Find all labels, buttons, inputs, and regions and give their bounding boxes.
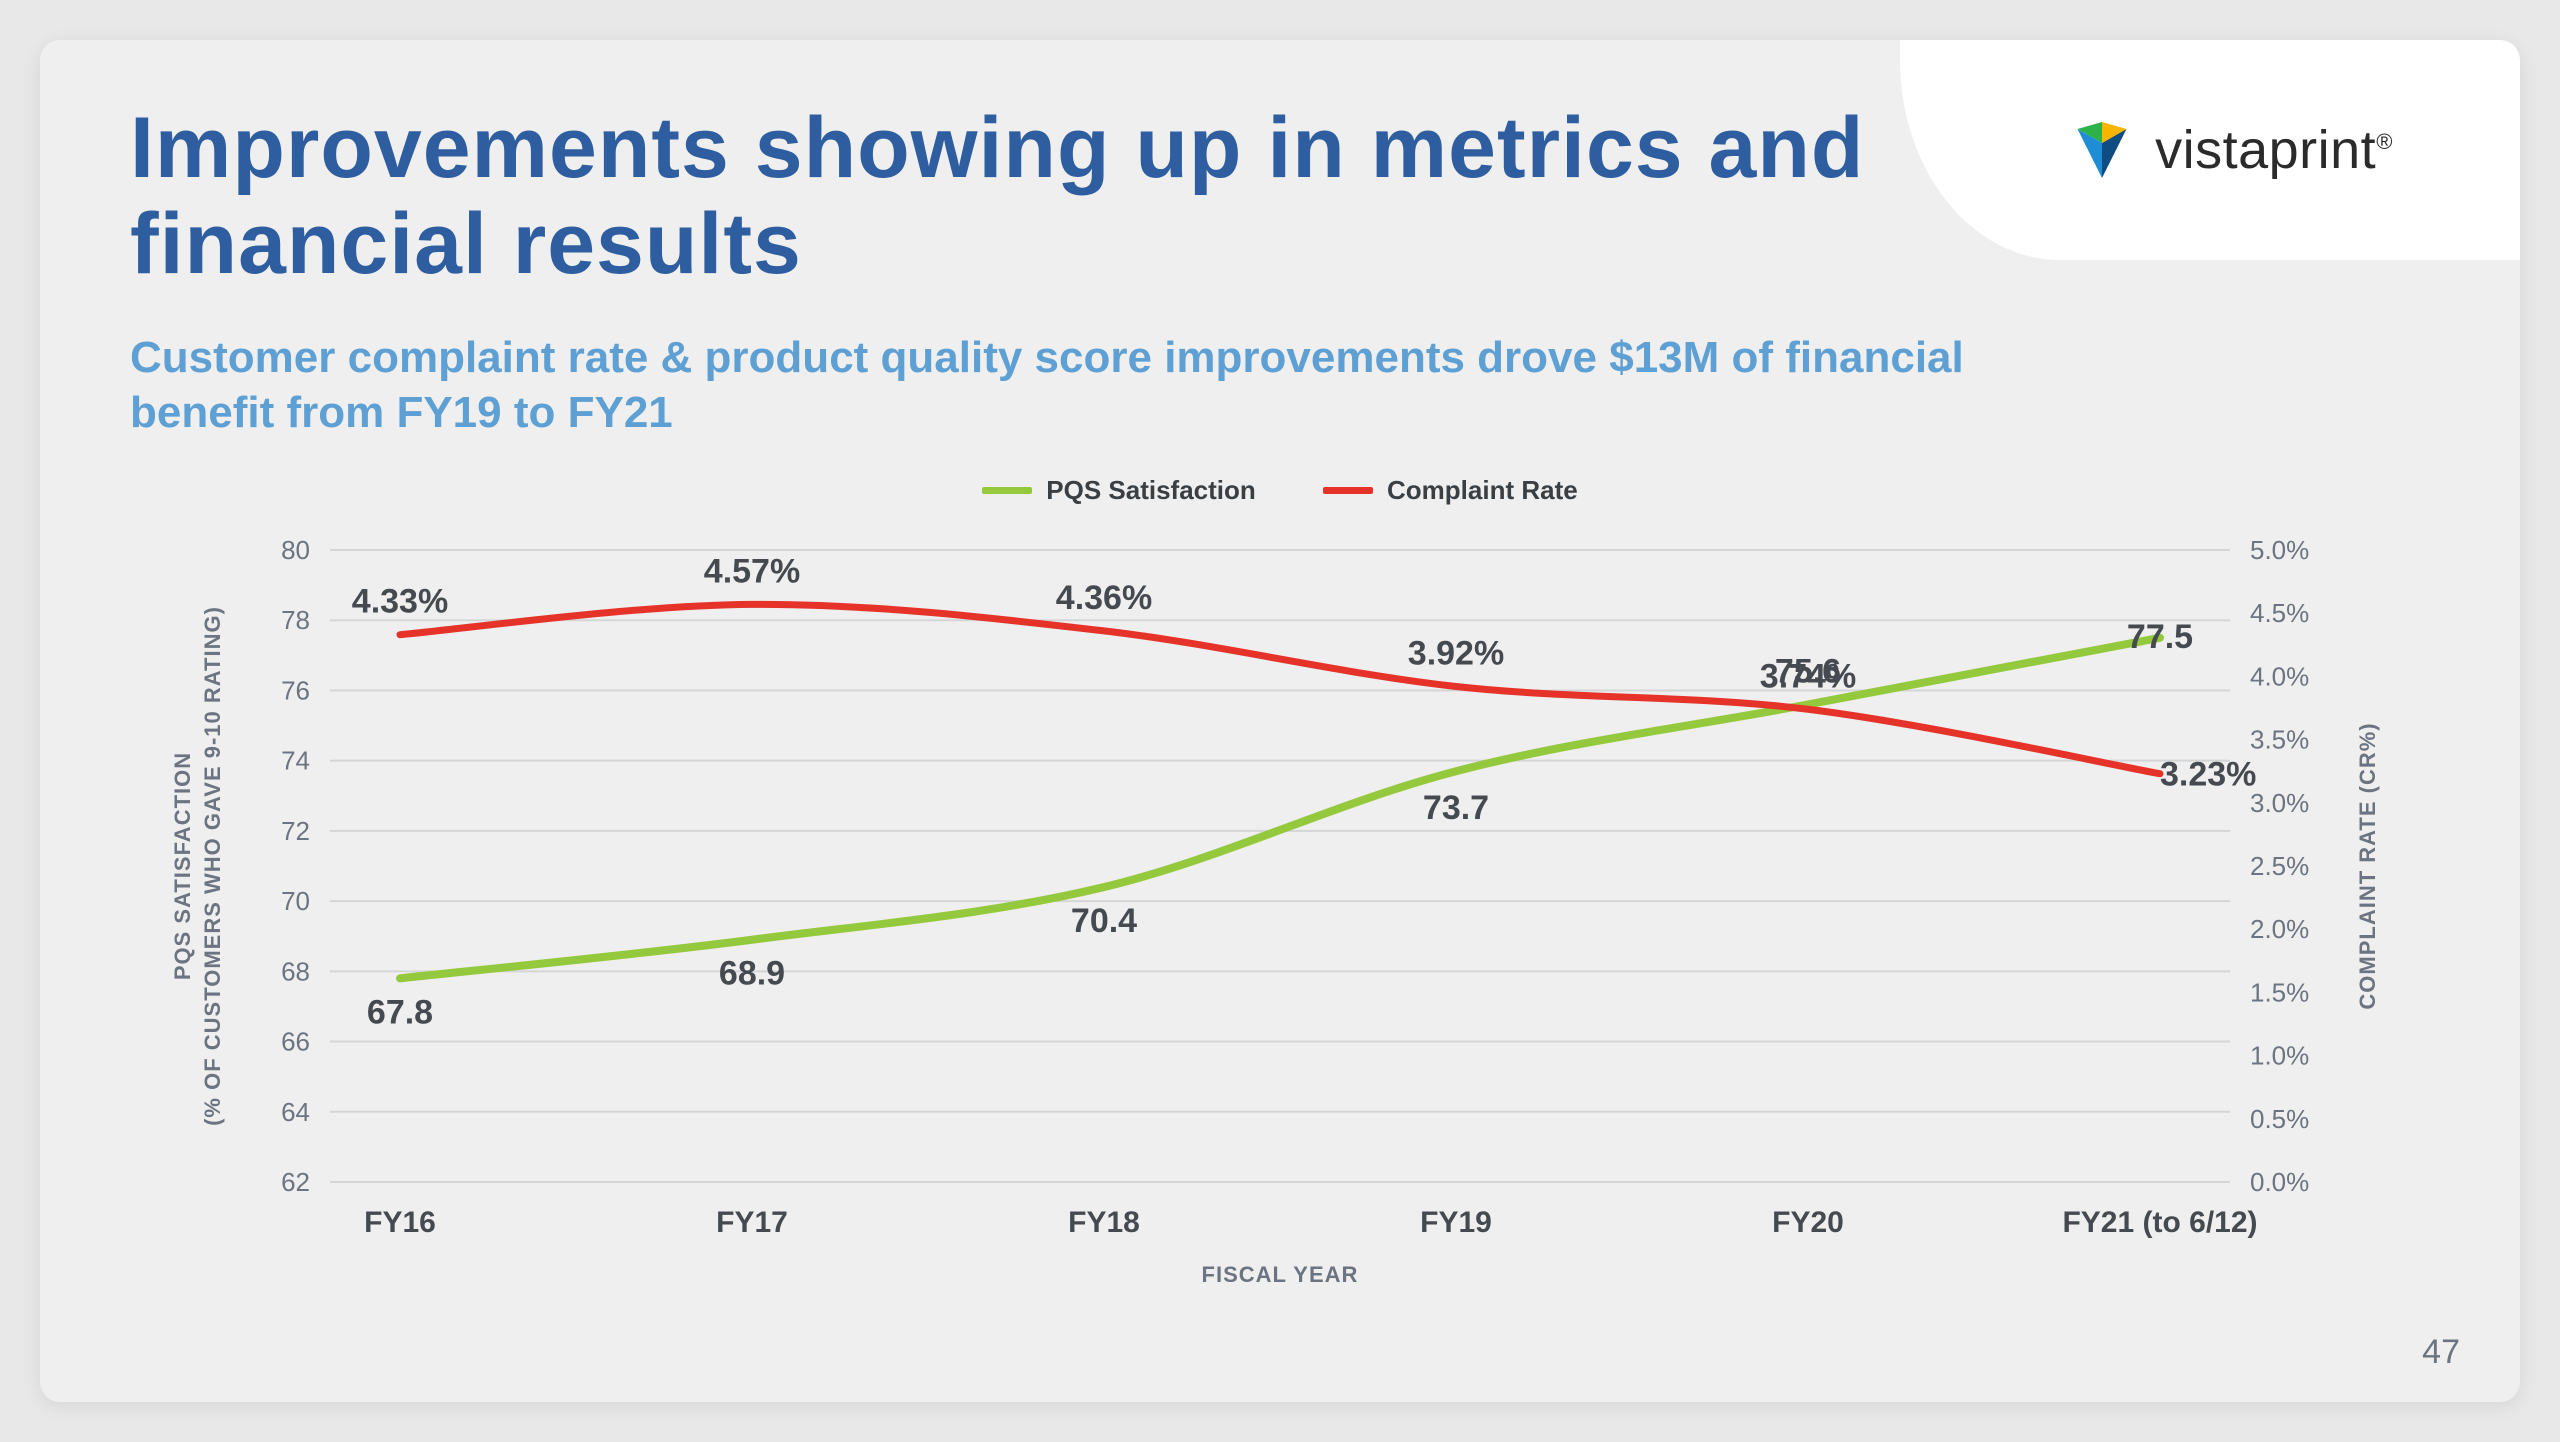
svg-text:0.5%: 0.5% bbox=[2250, 1104, 2309, 1134]
svg-text:3.92%: 3.92% bbox=[1408, 635, 1504, 673]
svg-text:62: 62 bbox=[281, 1167, 310, 1197]
legend-item-pqs: PQS Satisfaction bbox=[982, 475, 1256, 506]
svg-text:2.0%: 2.0% bbox=[2250, 914, 2309, 944]
legend-item-complaint: Complaint Rate bbox=[1323, 475, 1578, 506]
svg-text:78: 78 bbox=[281, 605, 310, 635]
line-chart: 62 64 66 68 70 72 74 76 78 80 0.0% 0.5% 1.0% 1.5% 2.0%… bbox=[160, 520, 2400, 1302]
svg-text:68.9: 68.9 bbox=[719, 955, 785, 993]
svg-text:70.4: 70.4 bbox=[1071, 902, 1137, 940]
chart-legend: PQS Satisfaction Complaint Rate bbox=[160, 470, 2400, 506]
slide-card: Improvements showing up in metrics and f… bbox=[40, 40, 2520, 1402]
chart-container: PQS Satisfaction Complaint Rate 62 64 66 68… bbox=[160, 470, 2400, 1302]
brand-mark-icon bbox=[2067, 115, 2137, 185]
svg-text:FY16: FY16 bbox=[364, 1206, 436, 1239]
svg-text:FY20: FY20 bbox=[1772, 1206, 1844, 1239]
slide-title: Improvements showing up in metrics and f… bbox=[130, 100, 2030, 293]
svg-text:64: 64 bbox=[281, 1097, 310, 1127]
svg-text:3.74%: 3.74% bbox=[1760, 657, 1856, 695]
brand-name: vistaprint® bbox=[2155, 119, 2393, 181]
svg-text:FISCAL YEAR: FISCAL YEAR bbox=[1202, 1262, 1359, 1287]
svg-text:1.0%: 1.0% bbox=[2250, 1041, 2309, 1071]
svg-text:1.5%: 1.5% bbox=[2250, 977, 2309, 1007]
svg-text:PQS SATISFACTION: PQS SATISFACTION bbox=[170, 752, 195, 980]
legend-swatch-icon bbox=[1323, 487, 1373, 494]
svg-text:0.0%: 0.0% bbox=[2250, 1167, 2309, 1197]
svg-text:FY18: FY18 bbox=[1068, 1206, 1140, 1239]
slide-subtitle: Customer complaint rate & product qualit… bbox=[130, 330, 2030, 440]
svg-text:FY19: FY19 bbox=[1420, 1206, 1492, 1239]
svg-text:70: 70 bbox=[281, 886, 310, 916]
svg-text:5.0%: 5.0% bbox=[2250, 535, 2309, 565]
svg-text:4.5%: 4.5% bbox=[2250, 598, 2309, 628]
svg-text:3.23%: 3.23% bbox=[2160, 756, 2256, 794]
svg-text:3.5%: 3.5% bbox=[2250, 725, 2309, 755]
svg-text:68: 68 bbox=[281, 956, 310, 986]
svg-text:4.33%: 4.33% bbox=[352, 583, 448, 621]
svg-text:4.36%: 4.36% bbox=[1056, 579, 1152, 617]
legend-label: Complaint Rate bbox=[1387, 475, 1578, 506]
svg-text:76: 76 bbox=[281, 675, 310, 705]
svg-text:4.57%: 4.57% bbox=[704, 552, 800, 590]
svg-text:77.5: 77.5 bbox=[2127, 618, 2193, 656]
svg-text:4.0%: 4.0% bbox=[2250, 661, 2309, 691]
svg-text:80: 80 bbox=[281, 535, 310, 565]
svg-text:(% OF CUSTOMERS WHO GAVE 9-10: (% OF CUSTOMERS WHO GAVE 9-10 RATING) bbox=[200, 606, 225, 1126]
legend-label: PQS Satisfaction bbox=[1046, 475, 1256, 506]
legend-swatch-icon bbox=[982, 487, 1032, 494]
svg-text:3.0%: 3.0% bbox=[2250, 788, 2309, 818]
svg-text:74: 74 bbox=[281, 746, 310, 776]
svg-text:67.8: 67.8 bbox=[367, 993, 433, 1031]
svg-text:FY17: FY17 bbox=[716, 1206, 788, 1239]
svg-text:COMPLAINT RATE (CR%): COMPLAINT RATE (CR%) bbox=[2355, 722, 2380, 1009]
svg-text:FY21 (to 6/12): FY21 (to 6/12) bbox=[2062, 1206, 2257, 1239]
svg-text:73.7: 73.7 bbox=[1423, 789, 1489, 827]
svg-text:2.5%: 2.5% bbox=[2250, 851, 2309, 881]
brand-logo: vistaprint® bbox=[1900, 40, 2520, 260]
svg-text:66: 66 bbox=[281, 1027, 310, 1057]
page-number: 47 bbox=[2422, 1333, 2460, 1372]
svg-text:72: 72 bbox=[281, 816, 310, 846]
